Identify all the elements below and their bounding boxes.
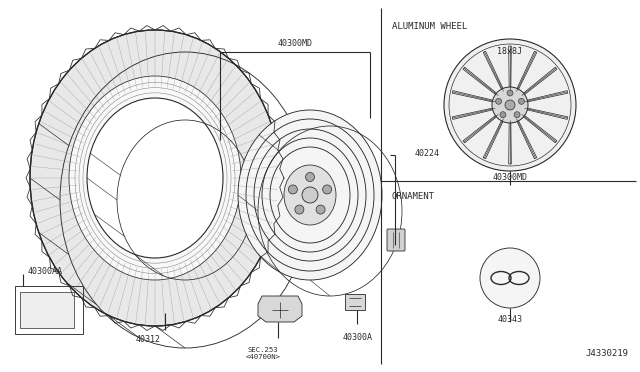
Ellipse shape [87, 98, 223, 258]
Text: J4330219: J4330219 [585, 349, 628, 358]
Polygon shape [345, 294, 365, 310]
Circle shape [316, 205, 325, 214]
Text: ALUMINUM WHEEL: ALUMINUM WHEEL [392, 22, 467, 31]
Polygon shape [521, 114, 557, 143]
Text: 40300A: 40300A [343, 334, 373, 343]
Polygon shape [483, 51, 504, 92]
Polygon shape [258, 296, 302, 322]
FancyBboxPatch shape [387, 229, 405, 251]
Circle shape [289, 185, 298, 194]
Polygon shape [509, 120, 511, 164]
Circle shape [505, 100, 515, 110]
Circle shape [492, 87, 528, 123]
Polygon shape [509, 46, 511, 90]
Circle shape [302, 187, 318, 203]
Polygon shape [463, 114, 499, 143]
Text: 18x8J: 18x8J [497, 48, 522, 57]
Text: SEC.253
<40700N>: SEC.253 <40700N> [246, 347, 280, 360]
Ellipse shape [238, 110, 382, 280]
Circle shape [444, 39, 576, 171]
Text: 40312: 40312 [136, 336, 161, 344]
Ellipse shape [284, 165, 336, 225]
Bar [15, 286, 83, 334]
Text: 40300AA: 40300AA [28, 267, 63, 276]
Polygon shape [516, 118, 537, 159]
Ellipse shape [69, 76, 241, 280]
Polygon shape [452, 108, 495, 119]
Circle shape [480, 248, 540, 308]
Bar [20, 292, 74, 328]
Polygon shape [516, 51, 537, 92]
Circle shape [323, 185, 332, 194]
Text: 40300MD: 40300MD [493, 173, 527, 183]
Text: 40343: 40343 [497, 315, 522, 324]
Text: ORNAMENT: ORNAMENT [392, 192, 435, 201]
Polygon shape [521, 67, 557, 96]
Text: 40224: 40224 [415, 148, 440, 157]
Circle shape [295, 205, 304, 214]
Text: 40300MD: 40300MD [278, 38, 312, 48]
Ellipse shape [30, 30, 280, 326]
Polygon shape [524, 108, 568, 119]
Polygon shape [524, 91, 568, 103]
Circle shape [518, 98, 524, 104]
Circle shape [514, 112, 520, 118]
Polygon shape [483, 118, 504, 159]
Circle shape [500, 112, 506, 118]
Polygon shape [463, 67, 499, 96]
Polygon shape [452, 91, 495, 103]
Circle shape [507, 90, 513, 96]
Circle shape [305, 173, 314, 182]
Circle shape [495, 98, 502, 104]
